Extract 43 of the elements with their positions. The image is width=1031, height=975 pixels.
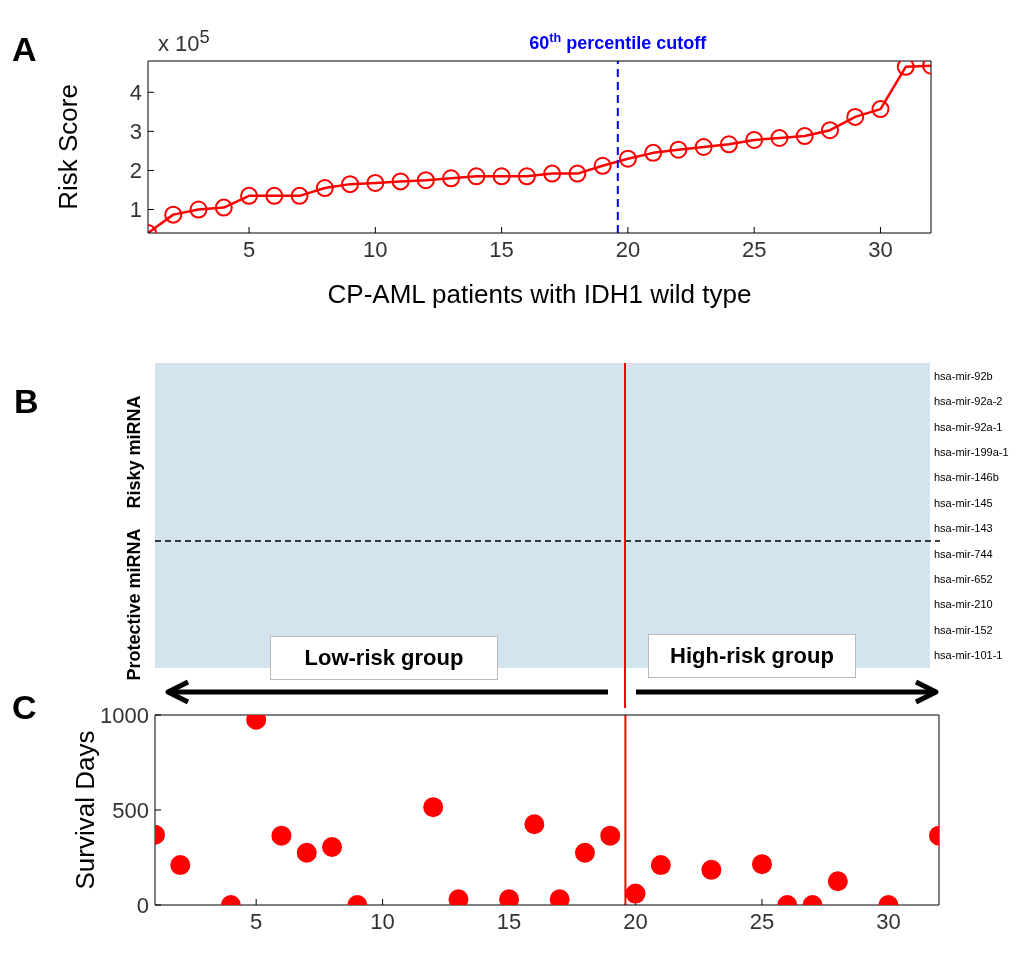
x-tick-label: 15	[496, 908, 522, 934]
y-axis-title: Survival Days	[70, 730, 101, 890]
y-tick-label: 0	[136, 892, 149, 918]
text: hsa-mir-744	[934, 547, 993, 560]
text: hsa-mir-152	[934, 623, 993, 636]
y-tick-label: 3	[129, 119, 142, 145]
text: hsa-mir-210	[934, 598, 993, 611]
text: hsa-mir-146b	[934, 471, 999, 484]
text: High-risk group	[648, 634, 856, 678]
x-tick-label: 10	[370, 908, 395, 934]
text: hsa-mir-143	[934, 522, 993, 535]
text: A	[12, 30, 37, 69]
text: B	[14, 382, 39, 420]
text: hsa-mir-101-1	[934, 649, 1003, 662]
text: hsa-mir-199a-1	[934, 445, 1009, 458]
x-tick-label: 5	[250, 908, 263, 934]
y-tick-label: 500	[112, 797, 149, 823]
y-tick-label: 4	[129, 80, 142, 106]
x-tick-label: 10	[363, 236, 388, 262]
text: hsa-mir-92b	[934, 369, 993, 382]
x-tick-label: 20	[623, 908, 648, 934]
y-axis-title: Risk Score	[53, 84, 84, 210]
y-tick-label: 1	[129, 197, 142, 223]
x-tick-label: 20	[615, 236, 641, 262]
y-tick-label: 1000	[100, 702, 149, 728]
x-axis-title: CP-AML patients with IDH1 wild type	[327, 279, 752, 309]
text: C	[12, 688, 37, 727]
x-tick-label: 5	[242, 236, 256, 262]
text: Protective miRNA	[124, 528, 144, 681]
text: hsa-mir-92a-1	[934, 420, 1003, 433]
text: Low-risk group	[270, 636, 498, 680]
text: hsa-mir-652	[934, 573, 993, 586]
x-tick-label: 30	[876, 908, 901, 934]
text: x 10$^{5}$	[158, 26, 210, 58]
ref-line-label: 60$^{th}$ percentile cutoff	[529, 31, 708, 53]
x-tick-label: 30	[868, 236, 893, 262]
x-tick-label: 25	[749, 908, 775, 934]
x-tick-label: 25	[741, 236, 767, 262]
y-tick-label: 2	[129, 158, 142, 184]
text: hsa-mir-92a-2	[934, 395, 1003, 408]
text: Risky miRNA	[124, 395, 144, 509]
x-tick-label: 15	[489, 236, 514, 262]
text: hsa-mir-145	[934, 496, 993, 509]
